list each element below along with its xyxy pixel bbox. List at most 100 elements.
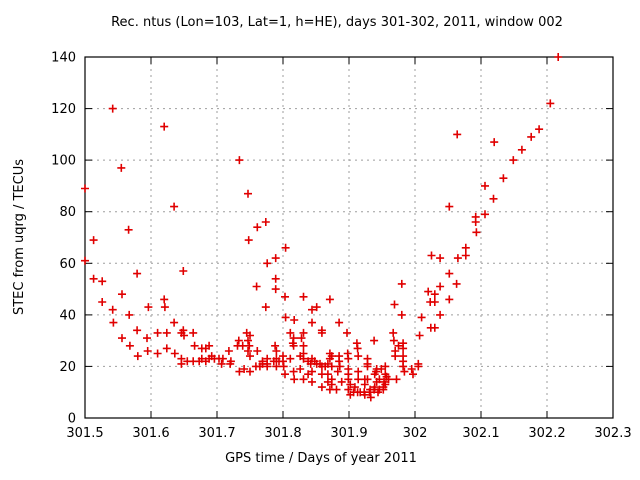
x-tick-label: 301.6 — [132, 426, 169, 441]
data-point — [118, 334, 126, 343]
y-tick-label: 80 — [59, 205, 76, 220]
data-point — [125, 310, 134, 319]
data-point — [427, 251, 436, 260]
data-point — [281, 313, 290, 322]
data-point — [472, 228, 481, 237]
data-point — [535, 125, 544, 134]
data-point — [244, 236, 253, 245]
data-point — [363, 362, 372, 371]
data-point — [89, 274, 98, 283]
data-point — [436, 254, 445, 263]
data-point — [143, 347, 152, 355]
x-tick-label: 301.5 — [66, 426, 103, 441]
data-point — [414, 362, 423, 371]
data-point — [281, 243, 290, 252]
data-point — [509, 156, 518, 165]
y-tick-label: 100 — [51, 154, 76, 169]
data-point — [445, 295, 454, 304]
data-point — [143, 334, 151, 343]
data-point — [252, 282, 261, 291]
data-point — [153, 349, 162, 358]
y-tick-label: 120 — [51, 102, 76, 117]
data-point — [323, 370, 332, 379]
data-point — [490, 138, 499, 147]
data-point — [133, 326, 142, 335]
data-point — [246, 367, 254, 376]
data-point — [81, 256, 89, 265]
data-point — [366, 393, 375, 402]
data-point — [375, 375, 384, 384]
data-point — [344, 375, 353, 384]
data-point — [471, 218, 480, 226]
data-point — [299, 341, 308, 350]
data-point — [445, 202, 454, 211]
data-point — [89, 236, 98, 245]
x-tick-label: 302 — [403, 426, 428, 441]
data-point — [554, 53, 563, 61]
data-point — [271, 285, 280, 294]
data-point — [144, 303, 153, 312]
data-point — [335, 362, 344, 371]
data-point — [170, 202, 179, 211]
data-point — [124, 225, 133, 234]
data-point — [226, 357, 235, 366]
data-point — [299, 292, 308, 301]
data-point — [392, 375, 401, 384]
data-point — [397, 310, 406, 319]
data-point — [325, 295, 334, 304]
data-point — [409, 370, 417, 379]
data-point — [108, 305, 117, 314]
data-point — [246, 352, 254, 361]
data-point — [379, 385, 388, 394]
data-point — [363, 375, 372, 384]
data-point — [360, 380, 369, 389]
data-point — [170, 318, 179, 327]
data-point — [281, 292, 289, 301]
data-point — [436, 282, 445, 291]
data-point — [308, 318, 316, 327]
data-point — [261, 303, 270, 312]
data-point — [335, 318, 344, 327]
x-tick-label: 301.8 — [264, 426, 301, 441]
data-point — [160, 295, 169, 304]
data-point — [381, 380, 390, 389]
y-axis-label: STEC from uqrg / TECUs — [12, 158, 27, 316]
x-tick-label: 301.7 — [198, 426, 235, 441]
data-point — [162, 328, 171, 337]
data-point — [160, 303, 169, 312]
data-point — [160, 122, 169, 131]
data-point — [170, 349, 179, 358]
data-point — [98, 277, 107, 286]
data-point — [317, 383, 326, 392]
data-point — [343, 328, 351, 337]
data-point — [308, 305, 316, 314]
data-point — [263, 259, 272, 268]
data-point — [297, 334, 306, 343]
data-point — [354, 352, 363, 361]
data-point — [517, 145, 526, 154]
data-point — [390, 300, 399, 309]
data-point — [261, 218, 270, 226]
data-point — [417, 313, 426, 322]
data-point — [399, 362, 408, 371]
data-point — [245, 341, 254, 350]
data-point — [271, 254, 280, 263]
y-tick-label: 60 — [59, 257, 76, 272]
data-point — [327, 380, 336, 389]
data-point — [527, 132, 536, 141]
data-point — [240, 365, 249, 373]
data-point — [453, 254, 462, 263]
x-axis-label: GPS time / Days of year 2011 — [225, 451, 417, 466]
data-point — [133, 269, 142, 278]
data-point — [354, 367, 363, 376]
data-point — [327, 362, 336, 371]
data-point — [81, 184, 89, 193]
data-point — [190, 341, 199, 350]
data-point — [253, 223, 262, 232]
x-tick-label: 301.9 — [330, 426, 367, 441]
data-point — [430, 298, 439, 306]
y-tick-label: 40 — [59, 308, 76, 323]
x-tick-label: 302.2 — [528, 426, 565, 441]
